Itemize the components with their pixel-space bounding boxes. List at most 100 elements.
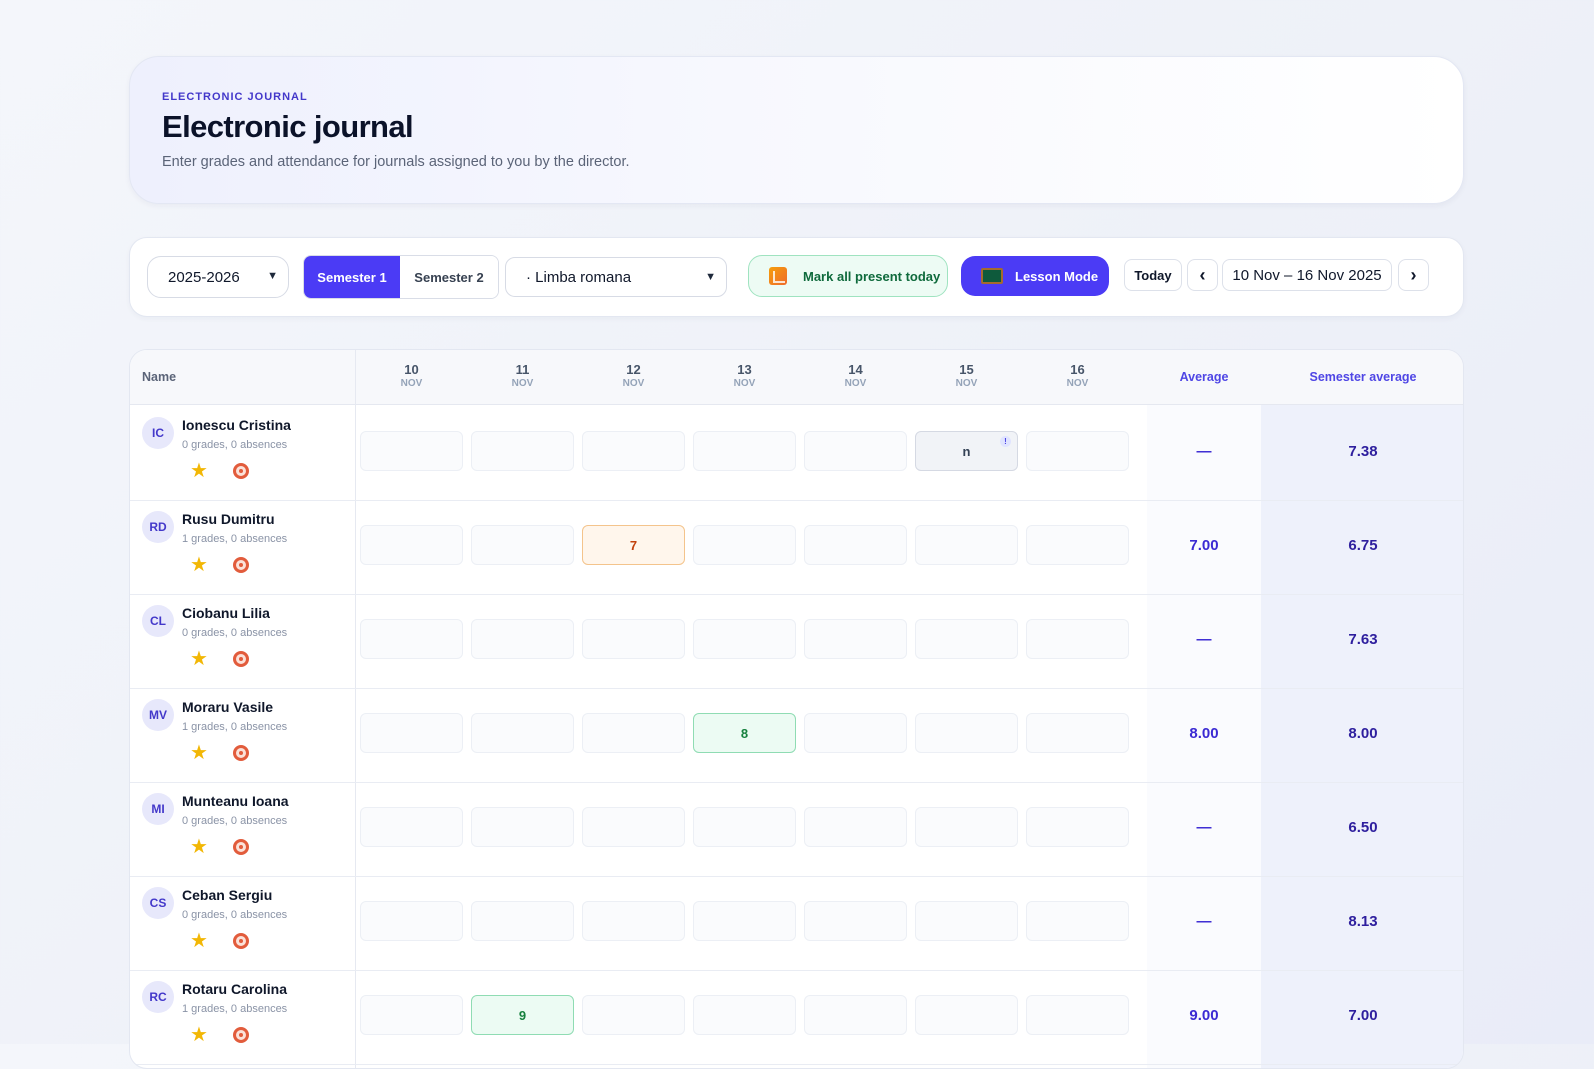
star-icon[interactable]: ★ [190,930,208,952]
grade-cell[interactable] [582,901,685,941]
grade-cell[interactable] [693,901,796,941]
grade-cell[interactable] [471,619,574,659]
semester-2-button[interactable]: Semester 2 [400,256,498,298]
grade-cell[interactable] [804,901,907,941]
grade-cell[interactable] [471,431,574,471]
today-button[interactable]: Today [1124,259,1182,291]
grade-cell[interactable] [1026,807,1129,847]
grade-cell[interactable] [1026,619,1129,659]
grade-cell[interactable]: 8 [693,713,796,753]
grade-cell[interactable] [360,431,463,471]
star-icon[interactable]: ★ [190,648,208,670]
grade-cell[interactable] [693,525,796,565]
target-icon[interactable] [233,557,249,573]
grade-cell[interactable] [915,619,1018,659]
grade-cell[interactable] [804,807,907,847]
student-average: — [1196,819,1212,836]
table-header: Name Average Semester average [130,350,1463,405]
grade-cell[interactable] [360,525,463,565]
student-name[interactable]: Moraru Vasile [182,699,274,715]
subject-select[interactable]: · Limba romana ▼ [505,257,727,297]
grade-cell[interactable] [915,901,1018,941]
lesson-mode-button[interactable]: Lesson Mode [961,256,1109,296]
grade-cell[interactable] [360,901,463,941]
student-name[interactable]: Munteanu Ioana [182,793,289,809]
grade-cell[interactable] [693,995,796,1035]
grade-cell[interactable] [1026,995,1129,1035]
day-month: NOV [733,378,756,389]
grade-cell[interactable] [360,713,463,753]
journal-table: Name Average Semester average 10 NOV 11 NOV… [129,349,1464,1069]
student-stats: 1 grades, 0 absences [182,721,288,733]
target-icon[interactable] [233,463,249,479]
grade-value: n [962,443,971,459]
student-name[interactable]: Ciobanu Lilia [182,605,270,621]
star-icon[interactable]: ★ [190,554,208,576]
grade-cell[interactable] [582,619,685,659]
student-stats: 0 grades, 0 absences [182,439,288,451]
grade-cell[interactable] [1026,901,1129,941]
student-name[interactable]: Rusu Dumitru [182,511,275,527]
day-column-header: 10 NOV [355,362,468,389]
grade-cell[interactable] [915,995,1018,1035]
table-row: IC Ionescu Cristina 0 grades, 0 absences ★ n… [130,405,1463,501]
target-icon[interactable] [233,1027,249,1043]
grade-cell[interactable] [804,995,907,1035]
grade-cell[interactable] [693,807,796,847]
student-average: — [1196,443,1212,460]
grade-cell[interactable] [1026,713,1129,753]
grade-cell[interactable] [1026,431,1129,471]
grade-cell[interactable]: 9 [471,995,574,1035]
student-average: — [1196,631,1212,648]
target-icon[interactable] [233,651,249,667]
student-name[interactable]: Ionescu Cristina [182,417,291,433]
star-icon[interactable]: ★ [190,742,208,764]
star-icon[interactable]: ★ [190,836,208,858]
page-subtitle: Enter grades and attendance for journals… [162,154,630,170]
mark-all-present-button[interactable]: Mark all present today [748,255,948,297]
semester-1-button[interactable]: Semester 1 [304,256,400,298]
star-icon[interactable]: ★ [190,1024,208,1046]
student-semester-average: 7.38 [1348,443,1378,460]
grade-cell[interactable] [693,619,796,659]
grade-cell[interactable] [1026,525,1129,565]
grade-cell[interactable] [804,619,907,659]
grade-cell[interactable] [582,431,685,471]
student-name[interactable]: Rotaru Carolina [182,981,288,997]
grade-cell[interactable] [915,525,1018,565]
grade-cell[interactable] [360,807,463,847]
grade-cell[interactable] [693,431,796,471]
day-column-header: 13 NOV [688,362,801,389]
grade-cell[interactable] [471,713,574,753]
previous-week-button[interactable]: ‹ [1187,259,1218,291]
grade-cell[interactable] [804,431,907,471]
grade-cell[interactable] [360,995,463,1035]
grade-cell[interactable]: n! [915,431,1018,471]
avatar: CS [142,887,174,919]
grade-cell[interactable]: 7 [582,525,685,565]
grade-value: 7 [629,537,638,553]
avatar: RC [142,981,174,1013]
grade-cell[interactable] [915,713,1018,753]
grade-cell[interactable] [804,525,907,565]
grade-cell[interactable] [582,713,685,753]
grade-cell[interactable] [582,995,685,1035]
grade-cell[interactable] [471,901,574,941]
student-name[interactable]: Ceban Sergiu [182,887,273,903]
grade-cell[interactable] [471,807,574,847]
grade-value: 8 [740,725,749,741]
target-icon[interactable] [233,933,249,949]
average-column-header: Average [1179,370,1229,384]
target-icon[interactable] [233,839,249,855]
grade-cell[interactable] [804,713,907,753]
grade-cell[interactable] [582,807,685,847]
target-icon[interactable] [233,745,249,761]
day-column-header: 14 NOV [799,362,912,389]
next-week-button[interactable]: › [1398,259,1429,291]
star-icon[interactable]: ★ [190,460,208,482]
school-year-select[interactable]: 2025-2026 ▼ [147,256,289,298]
average-column-bg [1147,350,1261,1068]
grade-cell[interactable] [360,619,463,659]
grade-cell[interactable] [915,807,1018,847]
grade-cell[interactable] [471,525,574,565]
